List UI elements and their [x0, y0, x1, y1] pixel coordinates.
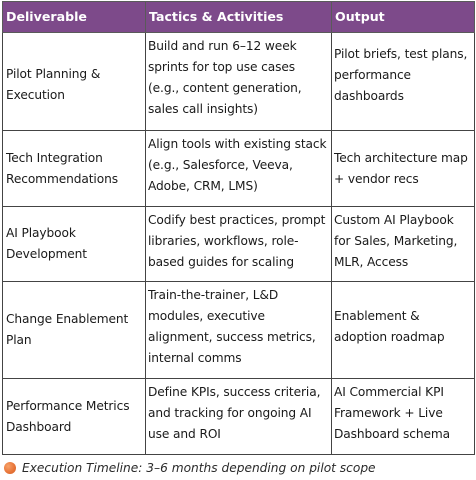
- column-header-output: Output: [331, 1, 475, 33]
- execution-timeline-text: Execution Timeline: 3–6 months depending…: [22, 461, 376, 475]
- tactics-cell: Define KPIs, success criteria, and track…: [145, 378, 332, 455]
- output-cell: Tech architecture map + vendor recs: [331, 130, 475, 207]
- deliverable-cell: Tech Integration Recommendations: [2, 130, 146, 207]
- column-header-deliverable: Deliverable: [2, 1, 146, 33]
- output-cell: AI Commercial KPI Framework + Live Dashb…: [331, 378, 475, 455]
- tactics-cell: Build and run 6–12 week sprints for top …: [145, 32, 332, 131]
- tactics-cell: Train-the-trainer, L&D modules, executiv…: [145, 281, 332, 379]
- deliverables-table: Deliverable Tactics & Activities Output …: [2, 1, 475, 455]
- table-row: Pilot Planning & Execution Build and run…: [2, 32, 475, 131]
- column-header-tactics: Tactics & Activities: [145, 1, 332, 33]
- deliverable-cell: Performance Metrics Dashboard: [2, 378, 146, 455]
- table-row: Change Enablement Plan Train-the-trainer…: [2, 281, 475, 379]
- output-cell: Pilot briefs, test plans, performance da…: [331, 32, 475, 131]
- output-cell: Enablement & adoption roadmap: [331, 281, 475, 379]
- execution-timeline-note: Execution Timeline: 3–6 months depending…: [4, 459, 376, 477]
- deliverables-table-container: Deliverable Tactics & Activities Output …: [2, 1, 475, 455]
- table-row: Performance Metrics Dashboard Define KPI…: [2, 378, 475, 455]
- table-row: Tech Integration Recommendations Align t…: [2, 130, 475, 207]
- table-header-row: Deliverable Tactics & Activities Output: [2, 1, 475, 33]
- table-row: AI Playbook Development Codify best prac…: [2, 206, 475, 282]
- deliverable-cell: Pilot Planning & Execution: [2, 32, 146, 131]
- deliverable-cell: Change Enablement Plan: [2, 281, 146, 379]
- deliverable-cell: AI Playbook Development: [2, 206, 146, 282]
- orange-circle-icon: [4, 462, 16, 474]
- tactics-cell: Codify best practices, prompt libraries,…: [145, 206, 332, 282]
- output-cell: Custom AI Playbook for Sales, Marketing,…: [331, 206, 475, 282]
- tactics-cell: Align tools with existing stack (e.g., S…: [145, 130, 332, 207]
